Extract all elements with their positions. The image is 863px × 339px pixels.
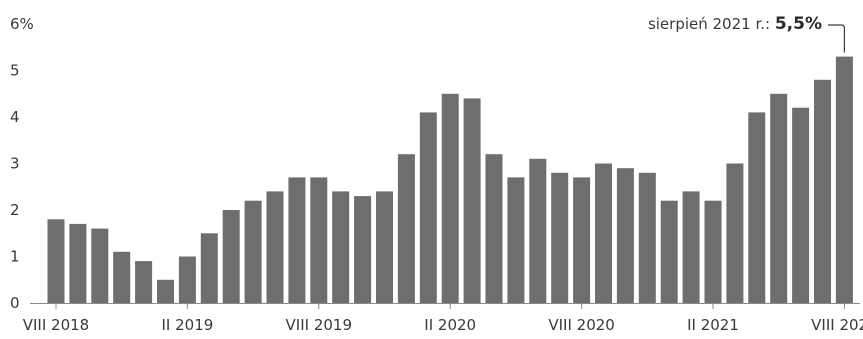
bar xyxy=(332,191,350,303)
x-tick-label: VIII 2019 xyxy=(286,316,352,334)
x-axis-ticks: VIII 2018 II 2019 VIII 2019 II 2020 VIII 202… xyxy=(23,303,863,334)
y-tick-label: 0 xyxy=(10,294,20,312)
bar xyxy=(660,200,678,303)
bar xyxy=(47,219,65,303)
y-axis-ticks: 0 1 2 3 4 5 6% xyxy=(10,15,34,312)
bar xyxy=(573,177,591,303)
annotation-value: 5,5% xyxy=(775,14,822,34)
x-tick-label: II 2019 xyxy=(162,316,214,334)
x-tick-label: II 2021 xyxy=(687,316,739,334)
bar xyxy=(638,172,656,303)
bar xyxy=(310,177,328,303)
bar xyxy=(441,93,459,304)
bar xyxy=(113,251,131,303)
bar xyxy=(157,279,174,304)
bar xyxy=(595,163,612,303)
bar xyxy=(770,93,788,304)
annotation-text: sierpień 2021 r.: xyxy=(648,15,775,33)
x-tick-label: II 2020 xyxy=(424,316,476,334)
y-tick-label: 2 xyxy=(10,201,20,219)
bars-group xyxy=(47,56,853,304)
bar xyxy=(266,191,284,303)
bar xyxy=(419,112,437,304)
bar xyxy=(616,168,634,303)
bar xyxy=(748,112,766,304)
bar xyxy=(682,191,700,303)
bar xyxy=(485,154,503,303)
bar xyxy=(835,56,853,303)
bar xyxy=(463,98,481,304)
bar xyxy=(288,177,306,303)
x-tick-label: VIII 2020 xyxy=(548,316,614,334)
peak-annotation: sierpień 2021 r.: 5,5% xyxy=(648,14,845,53)
bar xyxy=(551,172,569,303)
bar xyxy=(792,107,810,303)
annotation-leader-line xyxy=(828,24,845,53)
bar xyxy=(376,191,393,303)
y-tick-label: 6% xyxy=(10,15,34,33)
y-tick-label: 4 xyxy=(10,108,20,126)
bar xyxy=(529,158,547,303)
bar xyxy=(91,228,109,303)
bar xyxy=(726,163,744,303)
y-tick-label: 3 xyxy=(10,155,20,173)
x-tick-label: VIII 2018 xyxy=(23,316,89,334)
bar xyxy=(178,256,196,303)
y-tick-label: 1 xyxy=(10,248,20,266)
bar xyxy=(507,177,525,303)
bar xyxy=(704,200,722,303)
bar xyxy=(69,223,87,303)
bar xyxy=(200,233,218,304)
y-tick-label: 5 xyxy=(10,62,20,80)
annotation-label: sierpień 2021 r.: 5,5% xyxy=(648,14,822,34)
bar xyxy=(397,154,415,303)
bar xyxy=(244,200,262,303)
x-tick-label: VIII 2021 xyxy=(811,316,863,334)
bar xyxy=(814,79,831,303)
bar xyxy=(354,196,372,303)
bar xyxy=(135,261,153,303)
bar xyxy=(222,210,240,303)
